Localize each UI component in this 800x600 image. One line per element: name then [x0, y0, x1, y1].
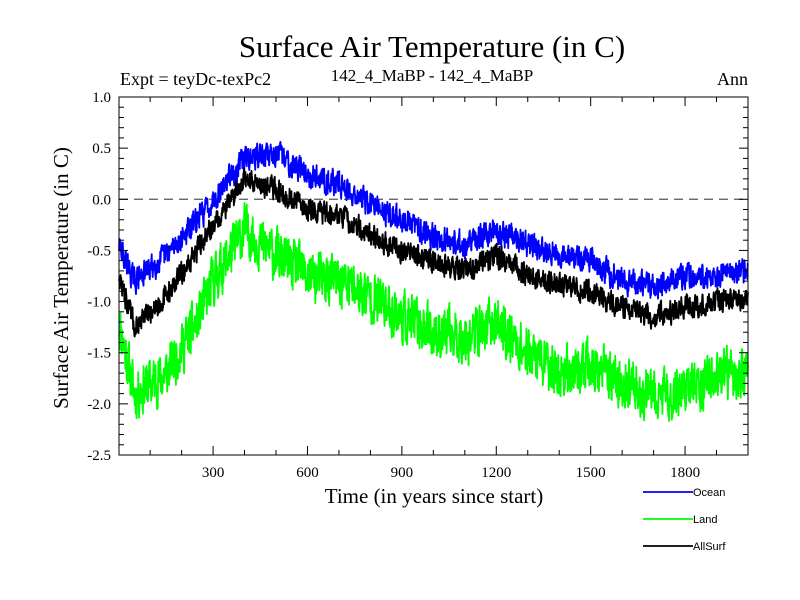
x-tick-label: 300 — [202, 465, 225, 481]
experiment-label: Expt = teyDc-texPc2 — [120, 69, 271, 89]
series-line-ocean — [118, 140, 749, 300]
y-axis-label: Surface Air Temperature (in C) — [49, 147, 73, 409]
x-tick-label: 1500 — [576, 465, 606, 481]
season-label: Ann — [717, 69, 748, 89]
y-tick-label: -1.5 — [87, 346, 111, 362]
axes-group: 300 600 900 1200 1500 1800 -2.5 -2.0 -1.5 -1.0 -0.… — [87, 90, 749, 481]
series-line-allsurf — [118, 168, 749, 338]
y-tick-label: -1.0 — [87, 295, 111, 311]
x-tick-label: 1800 — [670, 465, 700, 481]
y-tick-label: 0.0 — [92, 192, 111, 208]
y-tick-label: 0.5 — [92, 141, 111, 157]
y-tick-label: -2.5 — [87, 448, 111, 464]
chart-title: Surface Air Temperature (in C) — [239, 29, 625, 64]
legend-label-ocean: Ocean — [693, 487, 725, 499]
run-label: 142_4_MaBP - 142_4_MaBP — [331, 66, 533, 85]
legend-label-allsurf: AllSurf — [693, 541, 726, 553]
legend-label-land: Land — [693, 514, 717, 526]
y-tick-label: -2.0 — [87, 397, 111, 413]
y-tick-label: 1.0 — [92, 90, 111, 106]
series-group — [118, 140, 749, 422]
y-tick-label: -0.5 — [87, 243, 111, 259]
x-tick-label: 600 — [296, 465, 319, 481]
series-line-land — [118, 201, 749, 422]
legend: Ocean Land AllSurf — [643, 487, 726, 553]
x-tick-label: 900 — [391, 465, 414, 481]
x-tick-label: 1200 — [481, 465, 511, 481]
x-axis-label: Time (in years since start) — [325, 484, 544, 508]
